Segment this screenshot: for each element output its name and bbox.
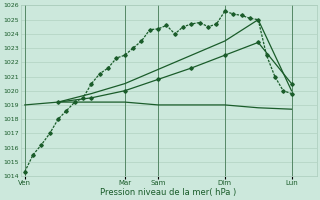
X-axis label: Pression niveau de la mer( hPa ): Pression niveau de la mer( hPa ) [100, 188, 237, 197]
